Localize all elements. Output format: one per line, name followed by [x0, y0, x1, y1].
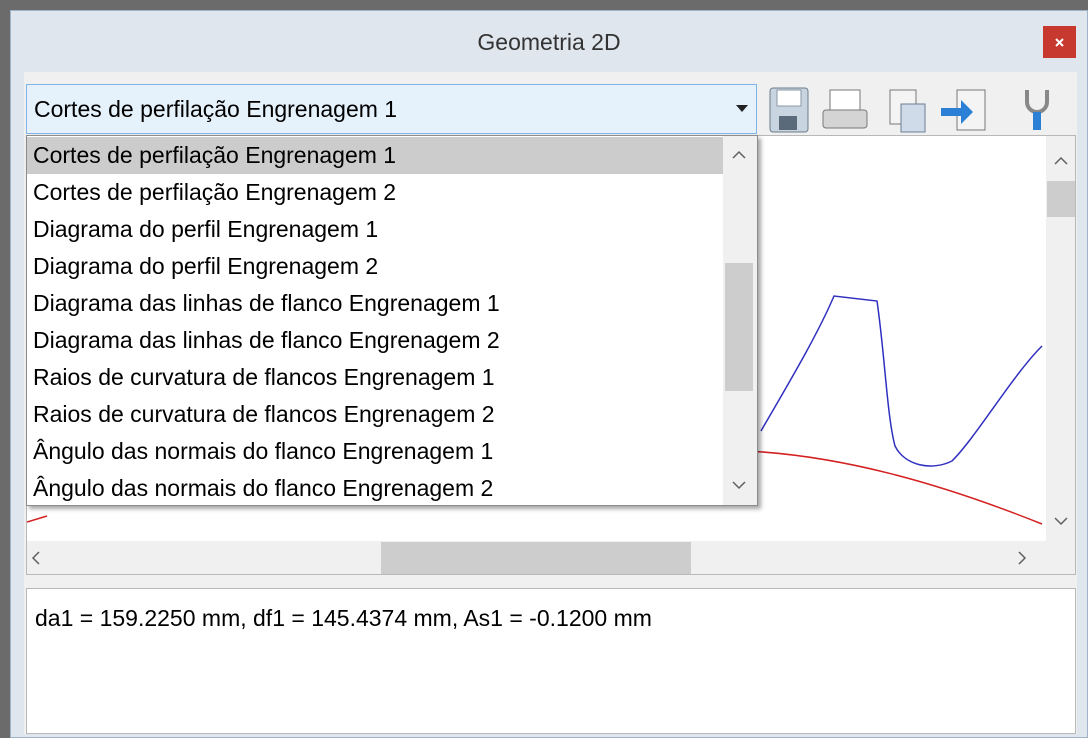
list-scroll-thumb[interactable]	[725, 263, 753, 391]
dropdown-item[interactable]: Diagrama do perfil Engrenagem 2	[33, 253, 379, 279]
close-button[interactable]	[1043, 26, 1076, 58]
v-scroll-arrows[interactable]	[1054, 156, 1068, 526]
close-icon	[1055, 38, 1064, 47]
combo-arrow	[736, 105, 748, 112]
dropdown-item[interactable]: Raios de curvatura de flancos Engrenagem…	[33, 401, 495, 427]
profile-curve	[760, 295, 1043, 467]
h-scroll-thumb[interactable]	[381, 542, 691, 574]
dropdown-item[interactable]: Ângulo das normais do flanco Engrenagem …	[33, 475, 494, 501]
drawing	[26, 136, 1076, 575]
combobox-text: Cortes de perfilação Engrenagem 1	[34, 96, 398, 122]
copy-icon[interactable]	[889, 89, 926, 133]
settings-icon[interactable]	[1025, 90, 1049, 130]
dropdown-item[interactable]: Diagrama das linhas de flanco Engrenagem…	[33, 290, 500, 316]
dropdown-item[interactable]: Raios de curvatura de flancos Engrenagem…	[33, 364, 495, 390]
dropdown-item[interactable]: Cortes de perfilação Engrenagem 1	[27, 137, 723, 174]
print-icon[interactable]	[822, 89, 868, 129]
view-combobox[interactable]: Cortes de perfilação Engrenagem 1	[26, 84, 757, 134]
dropdown-item[interactable]: Ângulo das normais do flanco Engrenagem …	[33, 438, 494, 464]
list-scrollbar[interactable]	[723, 136, 757, 505]
h-scroll-arrows[interactable]	[31, 551, 1027, 565]
window-title: Geometria 2D	[477, 29, 621, 55]
dropdown-item[interactable]: Diagrama das linhas de flanco Engrenagem…	[33, 327, 500, 353]
dropdown-list: Cortes de perfilação Engrenagem 1 Cortes …	[26, 135, 758, 506]
dropdown-item[interactable]: Diagrama do perfil Engrenagem 1	[33, 216, 379, 242]
status-panel: da1 = 159.2250 mm, df1 = 145.4374 mm, As…	[26, 588, 1076, 734]
v-scroll-thumb[interactable]	[1047, 181, 1075, 217]
root-circle-left	[26, 515, 48, 523]
dropdown-item[interactable]: Cortes de perfilação Engrenagem 2	[33, 179, 397, 205]
toolbar	[769, 87, 1049, 133]
save-icon[interactable]	[769, 87, 809, 133]
root-circle	[746, 450, 1043, 525]
status-text: da1 = 159.2250 mm, df1 = 145.4374 mm, As…	[35, 605, 652, 631]
export-icon[interactable]	[941, 89, 986, 131]
